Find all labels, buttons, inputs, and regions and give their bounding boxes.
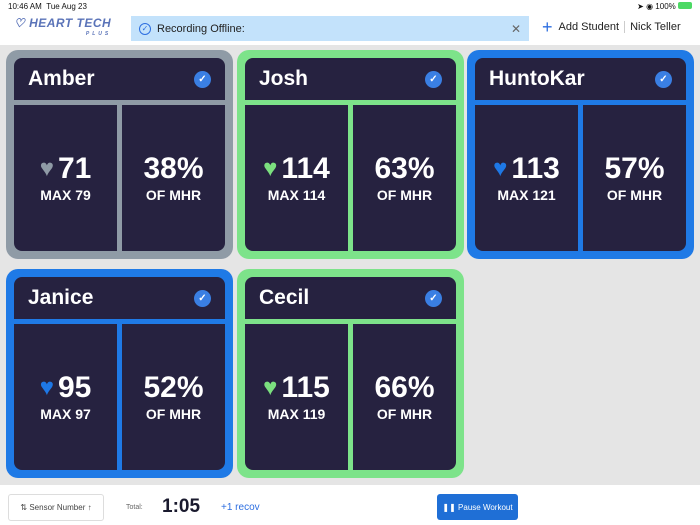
arrow-up-icon: ↑ xyxy=(85,503,92,512)
pause-icon: ❚❚ xyxy=(442,502,459,512)
mhr-label: OF MHR xyxy=(376,187,433,203)
mhr-label: OF MHR xyxy=(145,187,202,203)
student-card[interactable]: Josh ✓ ♥ 114 MAX 114 63% OF MHR xyxy=(237,50,464,259)
user-name[interactable]: Nick Teller xyxy=(630,21,681,33)
banner-text: Recording Offline: xyxy=(157,22,245,35)
check-icon[interactable]: ✓ xyxy=(425,70,442,88)
sort-icon: ⇅ xyxy=(20,503,30,512)
heart-icon: ♥ xyxy=(493,155,508,182)
recording-banner: ✓ Recording Offline: ✕ xyxy=(131,16,529,41)
heart-rate: 113 xyxy=(511,152,560,185)
mhr-percent: 63% xyxy=(374,152,435,185)
mhr-percent: 66% xyxy=(374,371,435,404)
heart-icon: ♥ xyxy=(39,374,54,401)
heart-rate: 71 xyxy=(57,152,92,185)
student-card[interactable]: Janice ✓ ♥ 95 MAX 97 52% OF MHR xyxy=(6,269,233,478)
student-name: Janice xyxy=(28,286,94,309)
battery-icon xyxy=(678,2,692,9)
logo: ♡ HEART TECH PLUS xyxy=(14,16,112,38)
student-grid: Amber ✓ ♥ 71 MAX 79 38% OF MHR Josh ✓ ♥ 114 MAX … xyxy=(0,45,700,485)
heart-rate: 95 xyxy=(57,371,92,404)
plus-icon: + xyxy=(542,17,553,37)
wifi-icon: ➤ ◉ xyxy=(637,2,656,11)
mhr-label: OF MHR xyxy=(145,406,202,422)
battery-level: 100% xyxy=(655,2,676,11)
max-hr: MAX 79 xyxy=(40,187,91,203)
student-card[interactable]: Cecil ✓ ♥ 115 MAX 119 66% OF MHR xyxy=(237,269,464,478)
mhr-label: OF MHR xyxy=(376,406,433,422)
recovery-link[interactable]: +1 recov xyxy=(221,502,260,513)
mhr-percent: 57% xyxy=(604,152,665,185)
check-icon[interactable]: ✓ xyxy=(425,289,442,307)
logo-text: HEART TECH xyxy=(29,16,112,30)
check-circle-icon: ✓ xyxy=(139,22,151,35)
total-time: 1:05 xyxy=(162,496,201,517)
sort-label: Sensor Number xyxy=(29,503,86,512)
max-hr: MAX 121 xyxy=(497,187,556,203)
sort-button[interactable]: ⇅ Sensor Number ↑ xyxy=(8,494,104,521)
max-hr: MAX 97 xyxy=(40,406,91,422)
student-card[interactable]: Amber ✓ ♥ 71 MAX 79 38% OF MHR xyxy=(6,50,233,259)
status-bar: 10:46 AM Tue Aug 23 ➤ ◉ 100% xyxy=(0,0,700,14)
top-bar: ♡ HEART TECH PLUS ✓ Recording Offline: ✕ … xyxy=(0,14,700,44)
student-name: Cecil xyxy=(259,286,310,309)
student-name: Josh xyxy=(259,67,309,90)
logo-sub: PLUS xyxy=(85,31,112,37)
max-hr: MAX 114 xyxy=(267,187,326,203)
mhr-label: OF MHR xyxy=(606,187,663,203)
clock: 10:46 AM xyxy=(8,2,42,11)
check-icon[interactable]: ✓ xyxy=(194,70,211,88)
heart-shield-icon: ♡ xyxy=(14,16,30,30)
student-name: Amber xyxy=(28,67,95,90)
heart-icon: ♥ xyxy=(39,155,54,182)
max-hr: MAX 119 xyxy=(267,406,326,422)
heart-rate: 115 xyxy=(281,371,330,404)
heart-icon: ♥ xyxy=(263,155,278,182)
student-name: HuntoKar xyxy=(489,67,585,90)
mhr-percent: 52% xyxy=(143,371,204,404)
heart-rate: 114 xyxy=(281,152,330,185)
footer: ⇅ Sensor Number ↑ Total: 1:05 +1 recov ❚… xyxy=(0,485,700,525)
total-label: Total: xyxy=(126,504,143,511)
mhr-percent: 38% xyxy=(143,152,204,185)
check-icon[interactable]: ✓ xyxy=(655,70,672,88)
pause-workout-button[interactable]: ❚❚ Pause Workout xyxy=(437,494,518,520)
date: Tue Aug 23 xyxy=(46,2,87,11)
check-icon[interactable]: ✓ xyxy=(194,289,211,307)
add-student-label: Add Student xyxy=(558,21,620,33)
add-student-button[interactable]: + Add Student xyxy=(542,17,620,37)
divider xyxy=(624,21,626,33)
heart-icon: ♥ xyxy=(263,374,278,401)
student-card[interactable]: HuntoKar ✓ ♥ 113 MAX 121 57% OF MHR xyxy=(467,50,694,259)
close-icon[interactable]: ✕ xyxy=(510,21,521,36)
pause-label: Pause Workout xyxy=(458,502,513,512)
